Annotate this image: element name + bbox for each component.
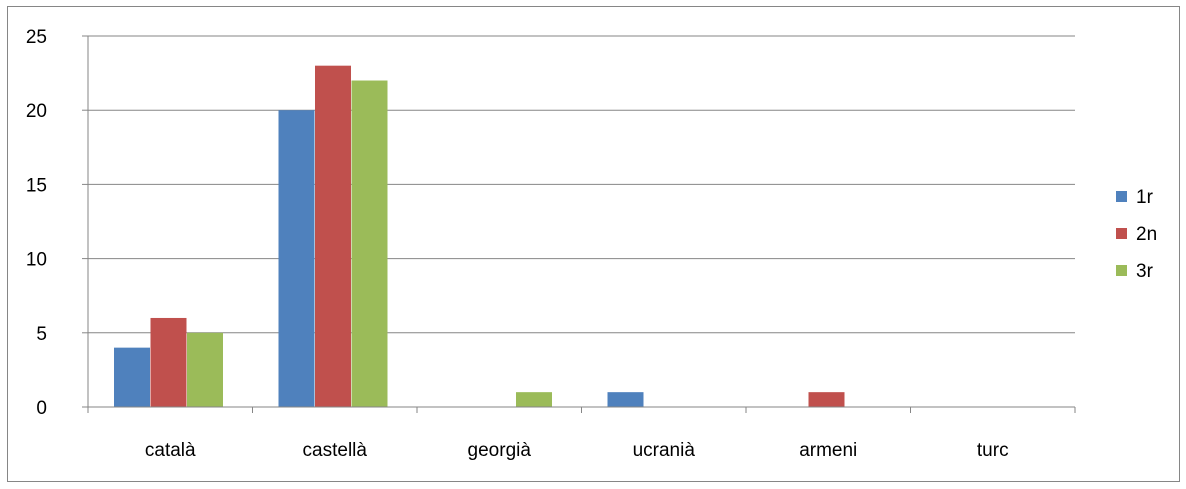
- bar: [808, 392, 845, 407]
- category-labels: català castellà georgià ucranià armeni turc: [145, 440, 1009, 461]
- bars: [114, 65, 845, 408]
- category-label: ucranià: [633, 440, 696, 461]
- bar: [278, 110, 315, 407]
- y-tick-label: 10: [26, 250, 47, 271]
- y-tick-label: 5: [36, 324, 47, 345]
- legend-swatch: [1116, 191, 1127, 202]
- category-label: georgià: [468, 440, 532, 461]
- category-label: castellà: [303, 440, 368, 461]
- bar: [516, 392, 552, 407]
- legend-label: 3r: [1136, 261, 1154, 282]
- bar: [315, 65, 351, 408]
- category-label: turc: [977, 440, 1009, 461]
- legend: 1r 2n 3r: [1116, 187, 1157, 282]
- legend-label: 1r: [1136, 187, 1154, 208]
- bar: [187, 332, 223, 407]
- category-label: armeni: [799, 440, 857, 461]
- y-tick-label: 25: [26, 27, 47, 48]
- axes: [82, 35, 1076, 413]
- gridlines: [88, 35, 1075, 334]
- legend-label: 2n: [1136, 224, 1157, 245]
- bar: [351, 80, 388, 408]
- legend-swatch: [1116, 228, 1127, 239]
- y-tick-labels: 0 5 10 15 20 25: [26, 27, 47, 419]
- bar: [607, 392, 644, 407]
- category-label: català: [145, 440, 196, 461]
- y-tick-label: 20: [26, 101, 47, 122]
- bar: [114, 347, 150, 407]
- y-tick-label: 0: [36, 398, 47, 419]
- bar: [150, 317, 187, 407]
- y-tick-label: 15: [26, 175, 47, 196]
- legend-swatch: [1116, 265, 1127, 276]
